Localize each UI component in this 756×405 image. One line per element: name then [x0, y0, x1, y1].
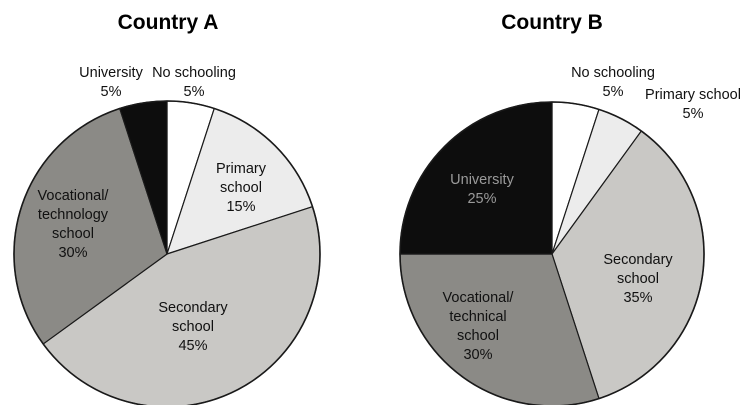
- slice-label-line-country-b-vocational-technical-school: Vocational/: [443, 290, 515, 306]
- slice-label-line-country-b-university: University: [450, 172, 514, 188]
- slice-value-country-a-vocational-technology-school: 30%: [58, 245, 87, 261]
- slice-value-country-b-no-schooling: 5%: [603, 84, 624, 100]
- pie-outline-country-a: [13, 100, 321, 405]
- slice-value-country-b-primary-school: 5%: [683, 106, 704, 122]
- slice-value-country-a-primary-school: 15%: [226, 199, 255, 215]
- slice-label-line-country-a-secondary-school: Secondary: [158, 300, 228, 316]
- pie-chart-country-a: Country A No schooling 5% Primary school 15%…: [13, 11, 321, 405]
- slice-label-line-country-a-primary-school: school: [220, 180, 262, 196]
- slice-label-line-country-b-secondary-school: Secondary: [603, 252, 673, 268]
- slice-label-country-b-vocational-technical-school: Vocational/technical school 30%: [443, 290, 515, 363]
- slice-label-line-country-a-secondary-school: school: [172, 319, 214, 335]
- chart-title-country-a: Country A: [118, 11, 219, 34]
- slice-label-country-b-university: University 25%: [450, 172, 514, 207]
- slice-value-country-a-university: 5%: [101, 84, 122, 100]
- slice-label-country-a-primary-school: Primary school 15%: [216, 161, 267, 215]
- slice-label-line-country-a-primary-school: Primary: [216, 161, 267, 177]
- chart-title-country-b: Country B: [501, 11, 603, 34]
- slice-label-country-a-vocational-technology-school: Vocational/technology school 30%: [38, 188, 110, 261]
- pie-outline-country-b: [399, 101, 705, 405]
- slice-label-line-country-b-no-schooling: No schooling: [571, 65, 655, 81]
- slice-value-country-a-no-schooling: 5%: [184, 84, 205, 100]
- slice-value-country-a-secondary-school: 45%: [178, 338, 207, 354]
- slice-label-line-country-b-vocational-technical-school: school: [457, 328, 499, 344]
- slice-label-country-a-university: University 5%: [79, 65, 143, 100]
- slice-label-country-b-no-schooling: No schooling 5%: [571, 65, 655, 100]
- slice-label-country-a-no-schooling: No schooling 5%: [152, 65, 236, 100]
- slice-label-country-a-secondary-school: Secondary school 45%: [158, 300, 228, 354]
- slice-label-country-b-secondary-school: Secondary school 35%: [603, 252, 673, 306]
- slice-label-line-country-a-university: University: [79, 65, 143, 81]
- slice-label-line-country-a-vocational-technology-school: technology: [38, 207, 109, 223]
- slice-value-country-b-university: 25%: [467, 191, 496, 207]
- slice-value-country-b-secondary-school: 35%: [623, 290, 652, 306]
- slice-label-country-b-primary-school: Primary school 5%: [645, 87, 741, 122]
- slice-label-line-country-a-vocational-technology-school: Vocational/: [38, 188, 110, 204]
- slice-label-line-country-a-vocational-technology-school: school: [52, 226, 94, 242]
- slice-label-line-country-b-vocational-technical-school: technical: [449, 309, 506, 325]
- slice-label-line-country-b-secondary-school: school: [617, 271, 659, 287]
- pie-chart-country-b: Country B No schooling 5% Primary school 5%…: [399, 11, 741, 405]
- slice-label-line-country-b-primary-school: Primary school: [645, 87, 741, 103]
- slice-label-line-country-a-no-schooling: No schooling: [152, 65, 236, 81]
- slice-value-country-b-vocational-technical-school: 30%: [463, 347, 492, 363]
